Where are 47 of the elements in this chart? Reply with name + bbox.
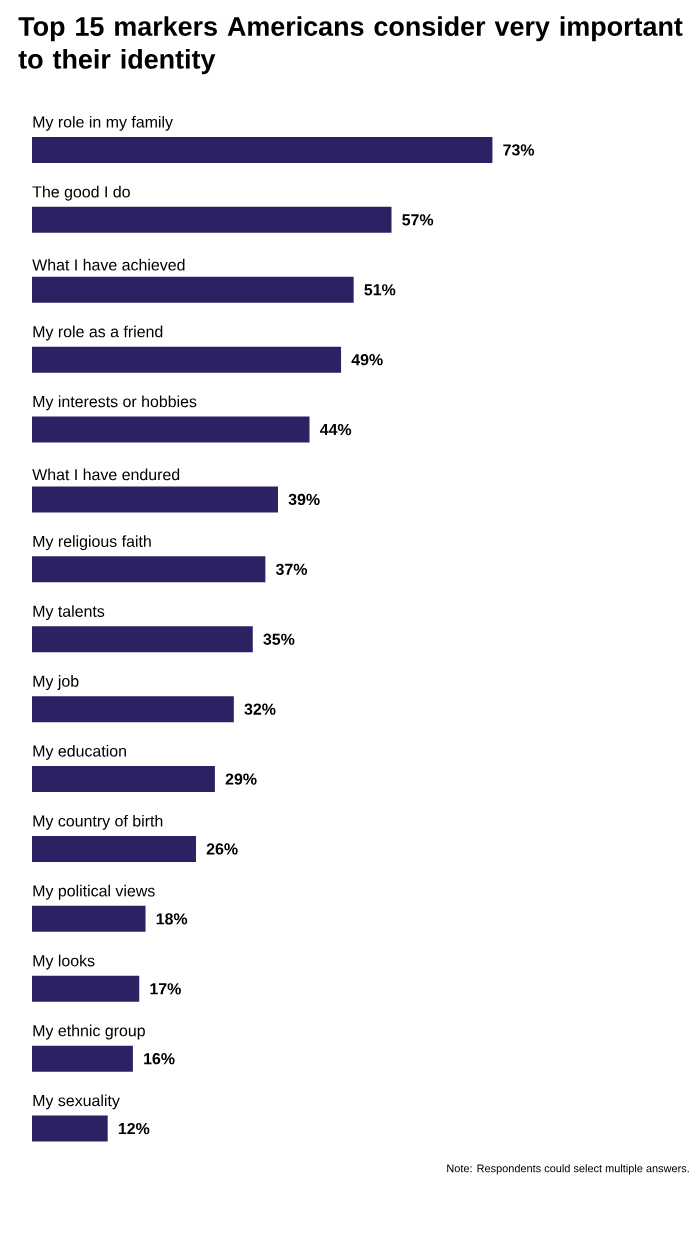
- y-tick-label: My role in my family: [33, 115, 173, 131]
- bar: [32, 416, 310, 443]
- data-label: 12%: [118, 1122, 150, 1135]
- data-label: 37%: [275, 563, 308, 576]
- bar: [32, 975, 140, 1002]
- data-label: 26%: [206, 843, 238, 855]
- chart-title: Top 15 markers Americans consider very important to their identity: [18, 16, 683, 75]
- bar: [32, 206, 392, 233]
- data-label: 49%: [351, 354, 383, 366]
- data-label: 17%: [150, 983, 181, 995]
- bar: [32, 766, 215, 793]
- bar: [32, 1115, 108, 1142]
- y-tick-label: My ethnic group: [33, 1024, 145, 1040]
- y-tick-label: My sexuality: [33, 1094, 120, 1110]
- bar: [32, 136, 493, 163]
- data-label: 29%: [225, 773, 257, 785]
- y-tick-label: My religious faith: [33, 535, 151, 551]
- y-tick-label: My role as a friend: [33, 325, 163, 341]
- y-tick-label: What I have achieved: [32, 258, 185, 271]
- y-tick-label: My looks: [33, 954, 95, 970]
- data-label: 18%: [156, 913, 188, 925]
- data-label: 51%: [364, 284, 396, 296]
- y-tick-label: My country of birth: [33, 814, 163, 830]
- bar: [32, 556, 266, 583]
- bar: [32, 905, 146, 932]
- data-label: 57%: [402, 214, 434, 226]
- bar: [32, 696, 234, 723]
- bar: [32, 486, 278, 513]
- y-tick-label: The good I do: [32, 185, 130, 201]
- y-tick-label: My interests or hobbies: [33, 395, 197, 411]
- bar: [32, 346, 342, 373]
- data-label: 16%: [144, 1053, 175, 1065]
- bar: [32, 626, 253, 653]
- text: Note: Respondents could select multiple answers.: [447, 1164, 689, 1175]
- y-tick-label: My talents: [33, 605, 105, 621]
- y-tick-label: My job: [33, 675, 79, 690]
- bar: [32, 276, 354, 303]
- y-tick-label: What I have endured: [32, 468, 180, 481]
- bar: [32, 835, 196, 862]
- y-tick-label: My political views: [33, 884, 155, 900]
- data-label: 32%: [244, 703, 276, 715]
- bar: [32, 1045, 133, 1072]
- data-label: 44%: [319, 423, 352, 436]
- data-label: 35%: [263, 633, 295, 645]
- y-tick-label: My education: [33, 745, 126, 760]
- data-label: 73%: [503, 144, 535, 156]
- data-label: 39%: [288, 493, 320, 506]
